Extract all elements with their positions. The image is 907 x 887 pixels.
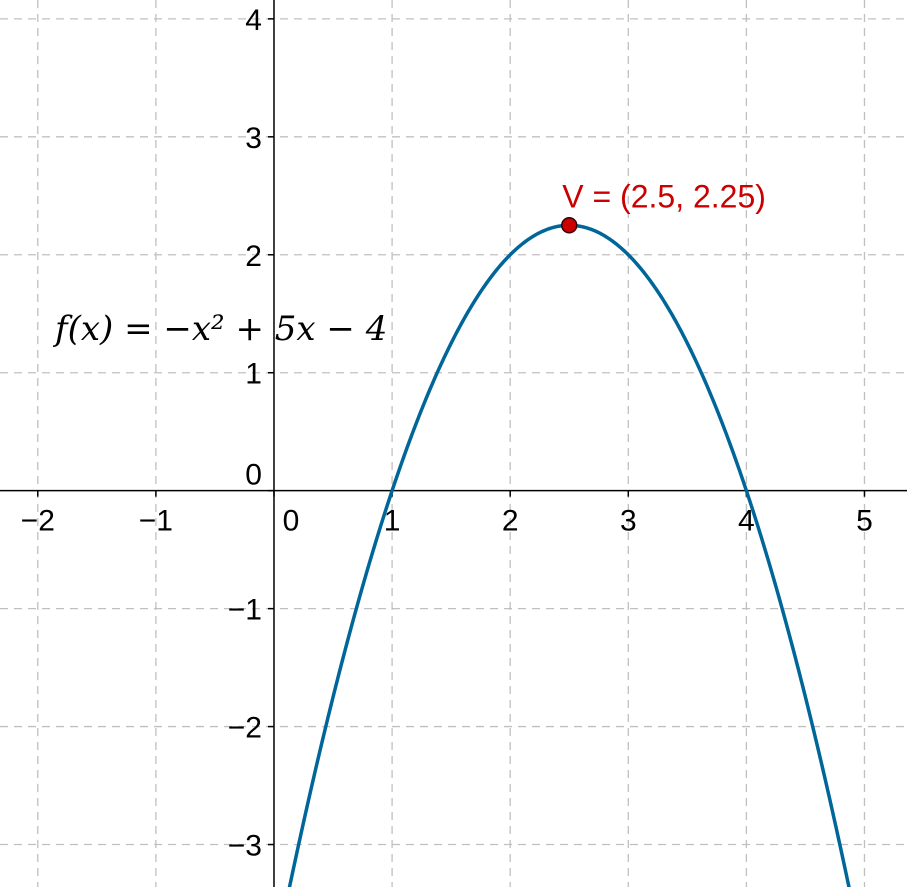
x-tick-label: 0 <box>283 505 300 538</box>
vertex-point[interactable] <box>560 217 578 234</box>
x-tick-label: 4 <box>738 505 755 538</box>
y-tick-label: −3 <box>228 830 262 863</box>
y-tick-label: 3 <box>245 122 262 155</box>
tick-labels: −2 −1 0 1 2 3 4 5 −3 −2 −1 0 1 2 3 4 <box>21 4 873 863</box>
x-tick-label: 3 <box>620 505 637 538</box>
x-tick-label: −2 <box>21 505 55 538</box>
x-tick-label: −1 <box>139 505 173 538</box>
y-tick-label: 2 <box>245 240 262 273</box>
y-tick-label: 4 <box>245 4 262 37</box>
vertex-label: V = (2.5, 2.25) <box>562 178 766 214</box>
y-tick-label: −1 <box>228 594 262 627</box>
y-tick-label: −2 <box>228 712 262 745</box>
function-label: f(x) = −x² + 5x − 4 <box>52 309 387 349</box>
x-tick-label: 5 <box>856 505 873 538</box>
x-tick-label: 1 <box>384 505 401 538</box>
y-tick-label: 0 <box>245 459 262 492</box>
y-tick-label: 1 <box>245 358 262 391</box>
x-tick-label: 2 <box>502 505 519 538</box>
